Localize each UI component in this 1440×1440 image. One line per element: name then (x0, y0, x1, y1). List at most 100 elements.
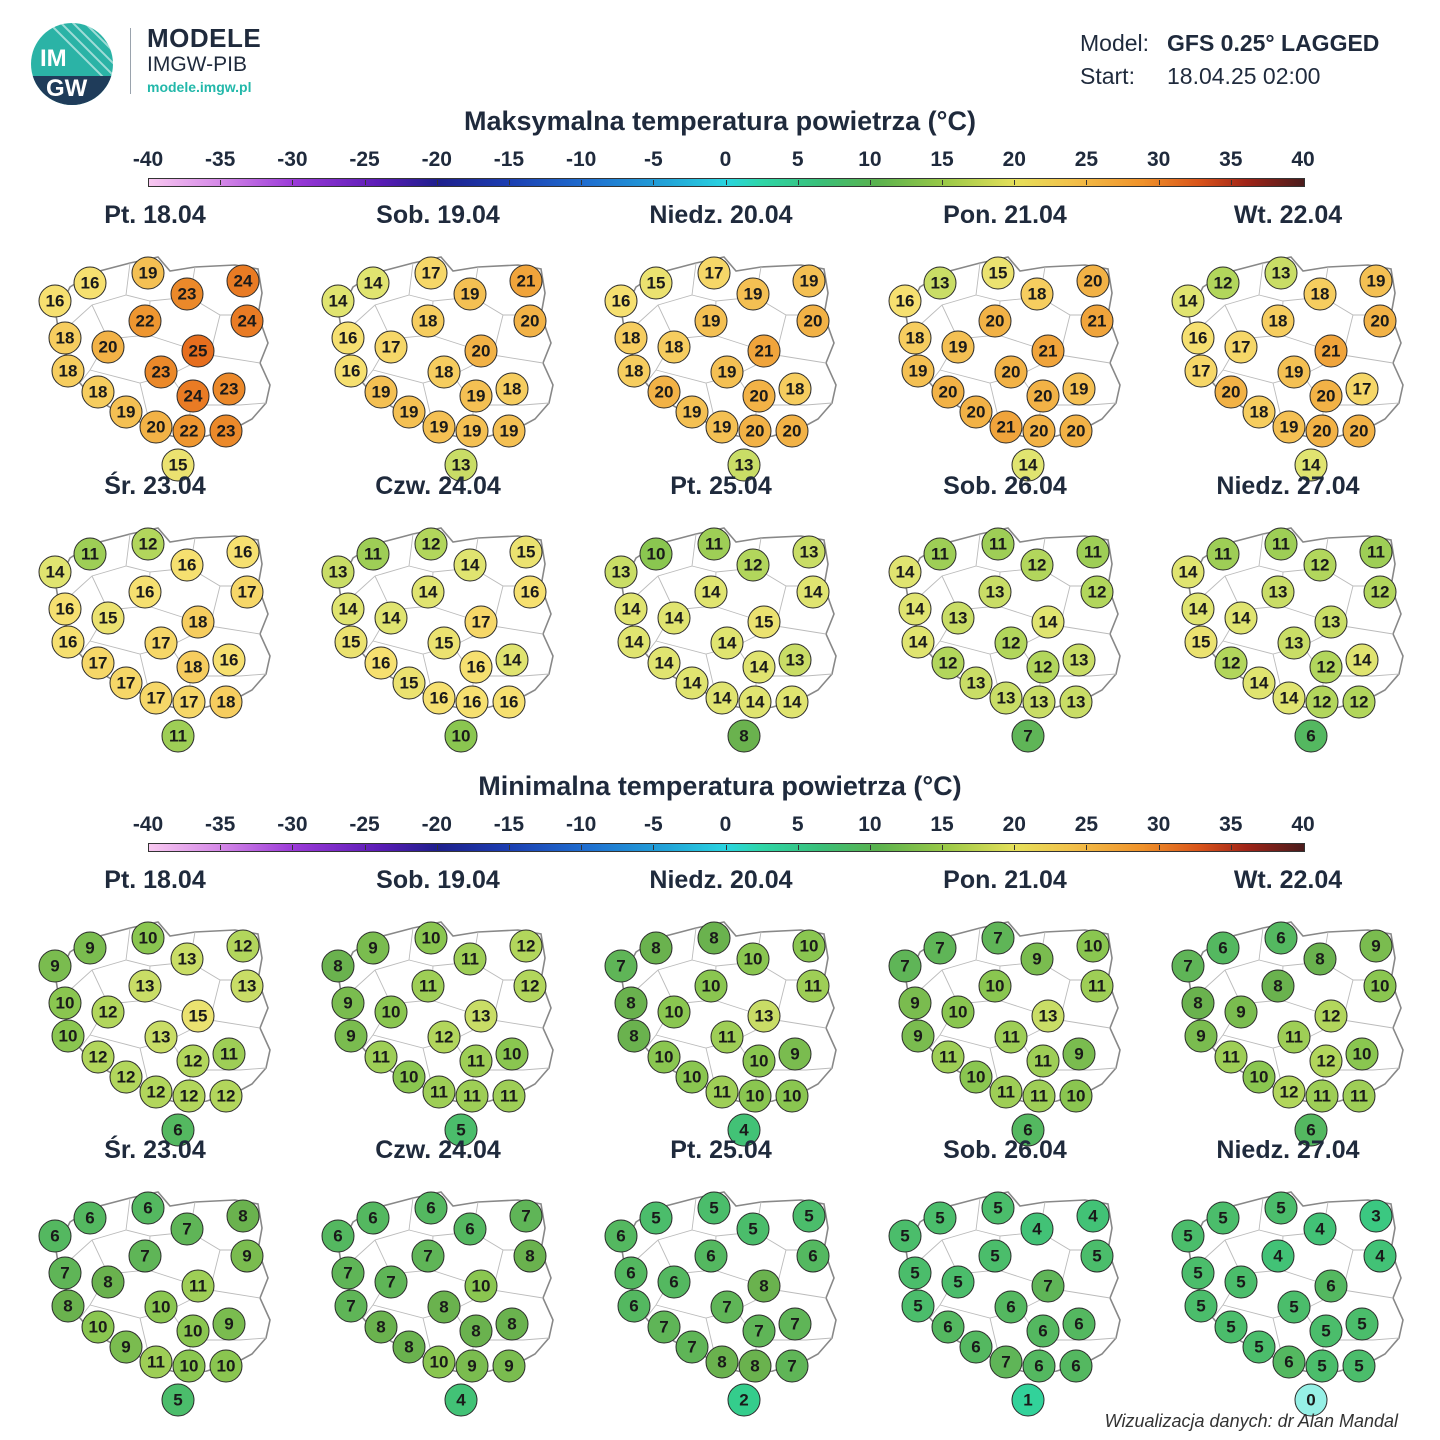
station-temp-marker: 6 (414, 1191, 448, 1225)
station-temp-marker: 23 (212, 372, 246, 406)
color-scale-bar (148, 843, 1305, 852)
station-temp-marker: 20 (1342, 414, 1376, 448)
station-temp-marker: 10 (414, 921, 448, 955)
station-temp-marker: 20 (742, 379, 776, 413)
station-temp-marker: 11 (356, 537, 390, 571)
station-temp-marker: 8 (727, 719, 761, 753)
station-temp-marker: 10 (675, 1060, 709, 1094)
station-temp-marker: 11 (1305, 1079, 1339, 1113)
voivodeship-border (1059, 354, 1111, 364)
voivodeship-border (209, 354, 261, 364)
station-temp-marker: 17 (81, 646, 115, 680)
voivodeship-border (492, 1289, 544, 1299)
station-temp-marker: 10 (209, 1349, 243, 1383)
svg-text:IM: IM (40, 45, 67, 72)
station-temp-marker: 9 (1224, 995, 1258, 1029)
station-temp-marker: 8 (747, 1269, 781, 1303)
station-temp-marker: 19 (109, 395, 143, 429)
station-temp-marker: 7 (710, 1290, 744, 1324)
station-temp-marker: 5 (1242, 1330, 1276, 1364)
min-temp-title: Minimalna temperatura powietrza (°C) (478, 771, 962, 801)
station-temp-marker: 14 (1171, 555, 1205, 589)
station-temp-marker: 8 (513, 1239, 547, 1273)
station-temp-marker: 11 (1342, 1079, 1376, 1113)
station-temp-marker: 8 (614, 986, 648, 1020)
station-temp-marker: 11 (459, 1044, 493, 1078)
max-temp-map-panel: Sob. 19.04 14 17 21 14 19 20 16 18 17 20 16 18 18 19 19… (313, 201, 563, 482)
station-temp-marker: 15 (509, 535, 543, 569)
max-temp-map-panel: Pon. 21.04 13 15 20 16 18 21 18 20 19 21 19 20 19 20 20… (880, 201, 1130, 482)
voivodeship-border (919, 533, 981, 597)
voivodeship-border (775, 354, 827, 364)
station-temp-marker: 7 (923, 931, 957, 965)
scale-tick-label: 10 (858, 813, 882, 836)
station-temp-marker: 5 (736, 1212, 770, 1246)
station-temp-marker: 9 (778, 1037, 812, 1071)
station-temp-marker: 12 (1214, 646, 1248, 680)
station-temp-marker: 5 (1184, 1289, 1218, 1323)
station-temp-marker: 6 (131, 1191, 165, 1225)
station-temp-marker: 21 (1031, 334, 1065, 368)
station-temp-marker: 17 (697, 256, 731, 290)
brand-url[interactable]: modele.imgw.pl (147, 79, 252, 95)
scale-tick-label: -15 (493, 813, 525, 836)
station-temp-marker: 5 (161, 1383, 195, 1417)
scale-tick-label: 40 (1291, 148, 1315, 171)
station-temp-marker: 11 (181, 1269, 215, 1303)
station-temp-marker: 8 (321, 949, 355, 983)
station-temp-marker: 15 (981, 256, 1015, 290)
station-temp-marker: 6 (1264, 921, 1298, 955)
max-temp-map-panel: Pt. 25.04 10 11 13 13 12 14 14 14 14 15 14 14 13 14 14 1… (596, 472, 846, 753)
station-temp-marker: 19 (694, 304, 728, 338)
station-temp-marker: 11 (492, 1079, 526, 1113)
station-temp-marker: 7 (675, 1330, 709, 1364)
station-temp-marker: 14 (647, 646, 681, 680)
station-temp-marker: 8 (1303, 942, 1337, 976)
station-temp-marker: 14 (321, 284, 355, 318)
scale-tick-label: 20 (1002, 148, 1026, 171)
station-temp-marker: 7 (981, 921, 1015, 955)
station-temp-marker: 14 (742, 650, 776, 684)
station-temp-marker: 6 (356, 1201, 390, 1235)
station-temp-marker: 14 (374, 601, 408, 635)
station-temp-marker: 16 (51, 625, 85, 659)
station-temp-marker: 19 (1359, 264, 1393, 298)
station-temp-marker: 8 (639, 931, 673, 965)
station-temp-marker: 16 (48, 592, 82, 626)
station-temp-marker: 13 (959, 666, 993, 700)
station-temp-marker: 13 (989, 681, 1023, 715)
station-temp-marker: 13 (128, 969, 162, 1003)
map-day-title: Wt. 22.04 (1233, 866, 1343, 894)
station-temp-marker: 13 (444, 448, 478, 482)
max-temp-map-panel: Niedz. 20.04 15 17 19 16 19 20 18 19 18 21 18 19 18 20… (596, 201, 846, 482)
station-temp-marker: 8 (1261, 969, 1295, 1003)
logo-divider (130, 28, 131, 94)
scale-tick-mark (1086, 845, 1088, 850)
station-temp-marker: 6 (931, 1310, 965, 1344)
station-temp-marker: 18 (48, 321, 82, 355)
station-temp-marker: 12 (513, 969, 547, 1003)
station-temp-marker: 6 (321, 1219, 355, 1253)
station-temp-marker: 12 (172, 1079, 206, 1113)
station-temp-marker: 10 (1363, 969, 1397, 1003)
station-temp-marker: 5 (1342, 1349, 1376, 1383)
station-temp-marker: 10 (392, 1060, 426, 1094)
station-temp-marker: 10 (742, 1044, 776, 1078)
station-temp-marker: 20 (796, 304, 830, 338)
station-temp-marker: 11 (411, 969, 445, 1003)
station-temp-marker: 20 (1076, 264, 1110, 298)
station-temp-marker: 13 (1314, 605, 1348, 639)
station-temp-marker: 7 (604, 949, 638, 983)
station-temp-marker: 11 (1076, 535, 1110, 569)
station-temp-marker: 18 (614, 321, 648, 355)
station-temp-marker: 12 (1272, 1075, 1306, 1109)
station-temp-marker: 12 (1309, 650, 1343, 684)
station-temp-marker: 16 (331, 321, 365, 355)
station-temp-marker: 19 (792, 264, 826, 298)
map-day-title: Pt. 18.04 (104, 866, 206, 894)
station-temp-marker: 17 (144, 626, 178, 660)
station-temp-marker: 12 (1080, 575, 1114, 609)
station-temp-marker: 13 (1022, 685, 1056, 719)
station-temp-marker: 12 (1309, 1044, 1343, 1078)
station-temp-marker: 12 (1363, 575, 1397, 609)
